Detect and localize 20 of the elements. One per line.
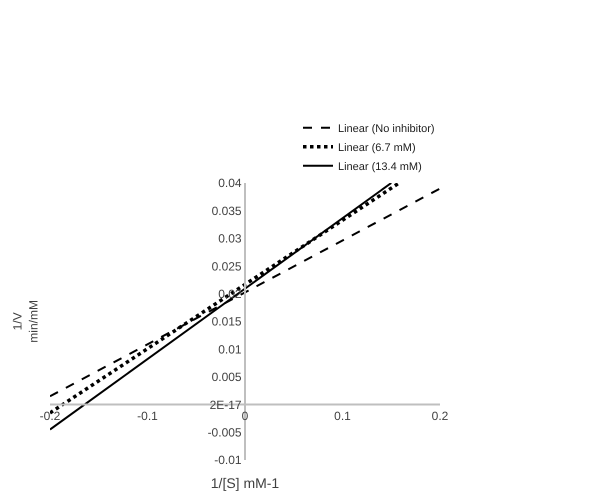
y-tick-label: 0.035: [212, 204, 242, 218]
y-tick-label: 0.015: [212, 314, 242, 329]
y-tick-label: -0.005: [208, 426, 242, 440]
legend-label: Linear (13.4 mM): [338, 161, 422, 174]
y-tick-label: -0.01: [214, 453, 242, 468]
legend-label: Linear (6.7 mM): [338, 142, 416, 154]
legend-label: Linear (No inhibitor): [338, 123, 435, 136]
y-tick-label: 0.01: [218, 342, 242, 356]
x-axis-title: 1/[S] mM-1: [210, 474, 280, 491]
x-tick-label: 0: [242, 409, 249, 423]
y-tick-label: 0.03: [218, 232, 242, 246]
x-tick-label: 0.2: [432, 409, 449, 423]
y-tick-label: 0.025: [212, 259, 242, 274]
y-tick-label: 0.04: [218, 176, 242, 190]
x-tick-label: -0.2: [40, 409, 61, 423]
y-axis-title: 1/V min/mM: [10, 300, 40, 343]
y-tick-label: 2E-17: [210, 398, 242, 412]
x-tick-label: 0.1: [334, 409, 352, 423]
y-tick-label: 0.005: [212, 370, 242, 384]
x-tick-label: -0.1: [137, 409, 158, 423]
